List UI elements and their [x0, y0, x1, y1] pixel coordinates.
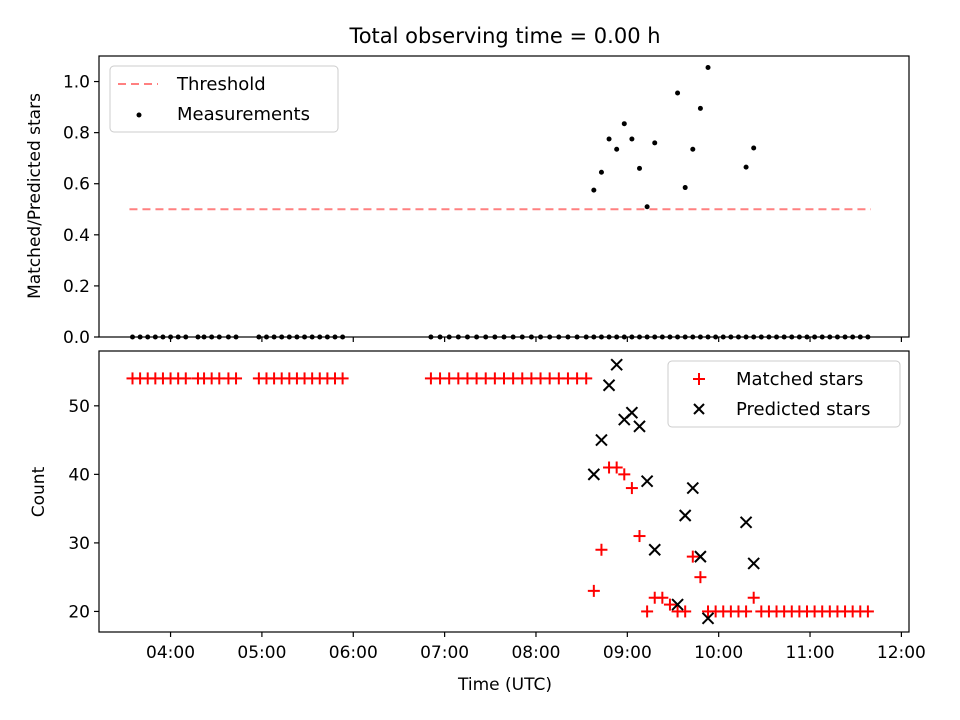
predicted-star-point: [602, 379, 616, 392]
measurement-point: [652, 140, 658, 146]
bottom-plot-area: [126, 358, 874, 625]
predicted-star-point: [686, 481, 700, 495]
legend-predicted-label: Predicted stars: [736, 399, 870, 420]
legend-measurements-swatch: [136, 112, 142, 118]
matched-star-point: [587, 584, 600, 597]
predicted-star-point: [610, 358, 623, 371]
predicted-star-point: [678, 509, 692, 522]
top-y-axis-label: Matched/Predicted stars: [25, 93, 45, 299]
x-tick-label: 06:00: [329, 643, 378, 663]
predicted-star-point: [640, 475, 654, 488]
top-legend: Threshold Measurements: [109, 65, 339, 133]
predicted-star-point: [595, 433, 608, 447]
top-y-tick-label: 0.2: [63, 277, 90, 297]
matched-star-point: [747, 591, 760, 604]
x-tick-label: 08:00: [511, 643, 560, 663]
x-tick-label: 11:00: [786, 643, 835, 663]
measurement-point: [621, 121, 627, 127]
bottom-axes-frame: [98, 350, 910, 633]
x-tick-label: 10:00: [694, 643, 743, 663]
matched-star-point: [694, 571, 707, 584]
x-tick-label: 09:00: [603, 643, 652, 663]
predicted-star-point: [694, 550, 707, 563]
matched-star-point: [861, 605, 874, 618]
predicted-star-point: [739, 516, 753, 529]
measurement-point: [675, 90, 681, 96]
x-tick-label: 05:00: [237, 643, 286, 663]
top-axes-frame: [98, 55, 910, 338]
bottom-y-tick-label: 20: [68, 602, 90, 622]
legend-measurements-label: Measurements: [177, 104, 310, 125]
chart-title: Total observing time = 0.00 h: [348, 24, 660, 48]
legend-matched-swatch: [693, 373, 705, 385]
matched-star-point: [595, 543, 608, 556]
measurement-point: [682, 185, 688, 191]
legend-threshold-label: Threshold: [176, 74, 266, 95]
predicted-star-point: [633, 420, 646, 433]
matched-star-point: [230, 372, 243, 385]
matched-star-point: [580, 372, 593, 385]
bottom-y-tick-label: 40: [68, 465, 90, 485]
matched-star-point: [663, 598, 676, 611]
predicted-star-point: [701, 612, 715, 625]
measurement-point: [606, 136, 612, 142]
measurement-point: [644, 204, 650, 210]
measurement-point: [629, 136, 635, 142]
x-axis-label: Time (UTC): [457, 675, 552, 695]
bottom-y-tick-label: 50: [68, 397, 90, 417]
measurement-point: [690, 146, 696, 152]
x-tick-label: 07:00: [420, 643, 469, 663]
predicted-star-point: [625, 406, 639, 419]
bottom-y-axis-label: Count: [29, 466, 49, 517]
measurement-point: [751, 145, 757, 151]
matched-star-point: [656, 591, 669, 604]
measurement-point: [705, 64, 711, 70]
matched-star-point: [633, 530, 646, 543]
matched-star-point: [618, 468, 631, 481]
measurement-point: [614, 146, 620, 152]
measurement-point: [637, 165, 643, 171]
matched-star-point: [610, 461, 623, 474]
matched-star-point: [740, 605, 753, 618]
x-tick-label: 12:00: [877, 643, 926, 663]
predicted-star-point: [671, 598, 684, 611]
measurement-point: [591, 187, 597, 193]
measurement-point: [697, 105, 703, 111]
matched-star-point: [641, 605, 654, 618]
matched-star-point: [679, 605, 692, 618]
measurement-point: [743, 164, 749, 170]
matched-star-point: [686, 550, 699, 563]
bottom-legend: Matched stars Predicted stars: [667, 360, 901, 428]
predicted-star-point: [587, 468, 601, 481]
x-tick-label: 04:00: [146, 643, 195, 663]
matched-star-point: [336, 372, 349, 385]
measurement-point: [598, 169, 604, 175]
bottom-y-tick-label: 30: [68, 534, 90, 554]
top-y-tick-label: 0.4: [63, 226, 90, 246]
predicted-star-point: [747, 557, 760, 570]
legend-predicted-swatch: [693, 403, 705, 415]
legend-matched-label: Matched stars: [736, 369, 863, 390]
matched-star-point: [179, 372, 192, 385]
top-y-tick-label: 0.6: [63, 175, 90, 195]
top-y-tick-label: 0.8: [63, 124, 90, 144]
top-y-tick-label: 0.0: [63, 328, 90, 348]
top-y-tick-label: 1.0: [63, 73, 90, 93]
matched-star-point: [625, 482, 638, 495]
predicted-star-point: [648, 543, 661, 556]
